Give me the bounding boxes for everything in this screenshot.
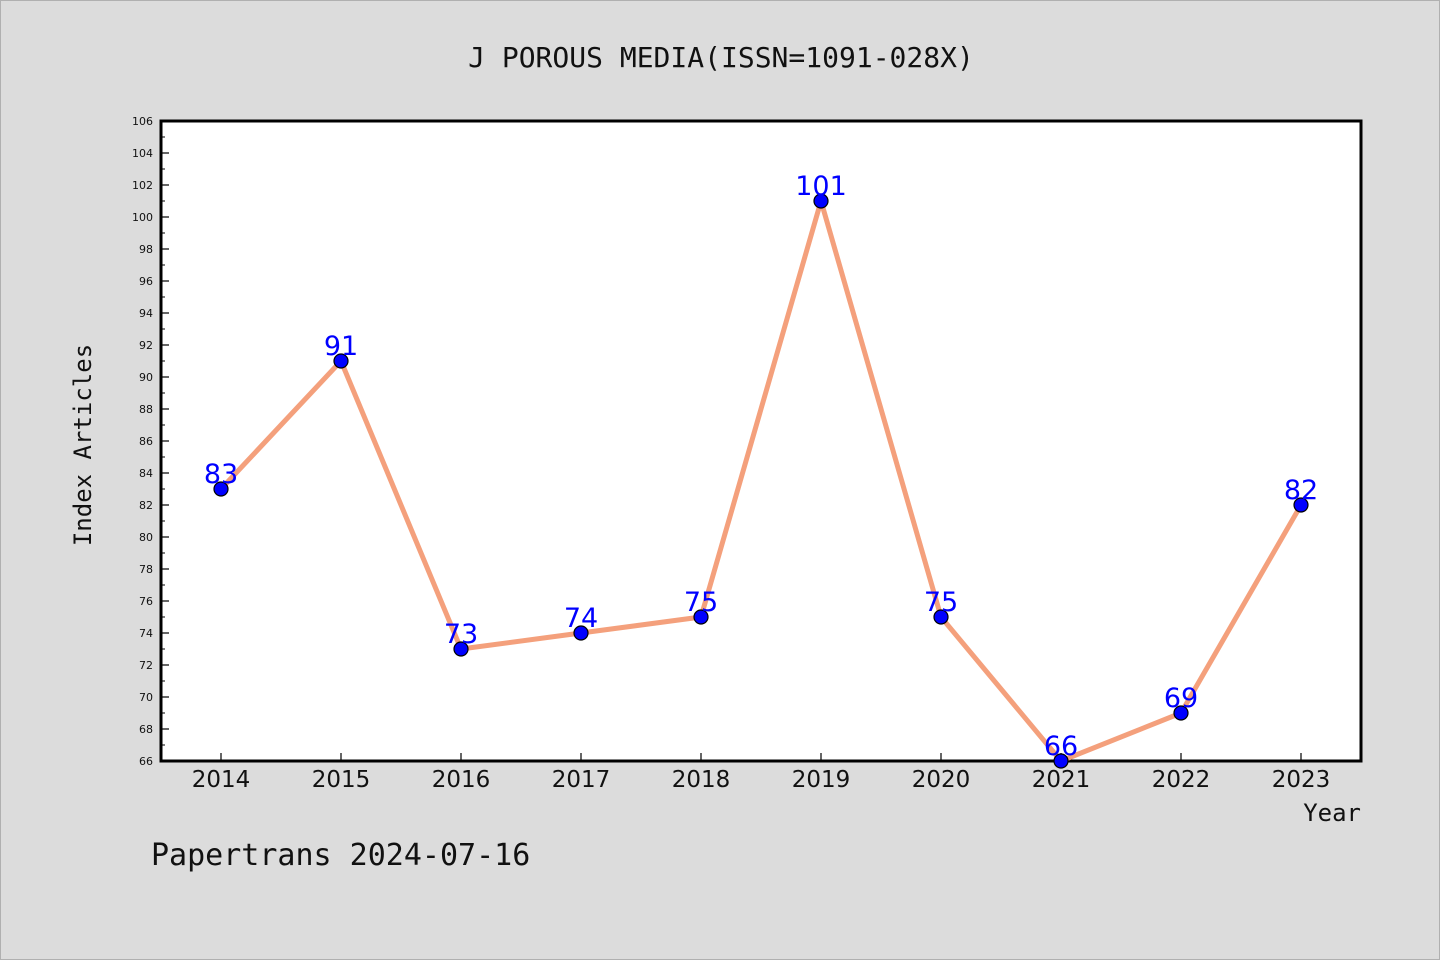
data-point [453,641,469,657]
y-tick-label: 100 [132,211,153,224]
data-label: 74 [564,603,598,634]
data-point [1293,497,1309,513]
x-tick-label: 2020 [912,767,971,793]
x-tick-label: 2018 [672,767,731,793]
data-point [573,625,589,641]
footer-text: Papertrans 2024-07-16 [151,838,530,873]
y-tick-label: 86 [139,435,153,448]
x-tick-label: 2019 [792,767,851,793]
series-line [218,198,1304,764]
y-tick-label: 96 [139,275,153,288]
data-label: 91 [324,331,358,362]
y-axis-label: Index Articles [69,344,97,546]
y-tick-label: 78 [139,563,153,576]
data-point [693,609,709,625]
y-tick-label: 66 [139,755,153,768]
data-point [933,609,949,625]
x-tick-label: 2014 [192,767,251,793]
x-tick-label: 2015 [312,767,371,793]
data-point [813,193,829,209]
data-label: 69 [1164,683,1198,714]
chart-title: J POROUS MEDIA(ISSN=1091-028X) [468,41,974,74]
plot-area [159,119,1363,763]
y-tick-label: 70 [139,691,153,704]
series-group [213,193,1309,769]
x-axis-label: Year [1303,799,1361,827]
y-tick-label: 76 [139,595,153,608]
y-tick-label: 72 [139,659,153,672]
y-tick-label: 102 [132,179,153,192]
x-tick-label: 2016 [432,767,491,793]
x-tick-label: 2023 [1272,767,1331,793]
y-tick-label: 104 [132,147,153,160]
data-label: 73 [444,619,478,650]
y-tick-label: 82 [139,499,153,512]
x-tick-label: 2017 [552,767,611,793]
x-tick-label: 2021 [1032,767,1091,793]
y-tick-label: 74 [139,627,153,640]
data-label: 75 [684,587,718,618]
y-tick-label: 106 [132,115,153,128]
y-axis: 66 68 70 72 74 76 78 80 82 84 86 88 90 92 94 96 98 100 102… [132,115,169,768]
data-point [333,353,349,369]
data-point [1173,705,1189,721]
y-tick-label: 90 [139,371,153,384]
data-point [1053,753,1069,769]
x-tick-label: 2022 [1152,767,1211,793]
y-tick-label: 68 [139,723,153,736]
y-tick-label: 94 [139,307,153,320]
data-label: 101 [795,171,847,202]
data-point [213,481,229,497]
data-labels-group: 83 91 73 74 75 101 75 66 69 82 [204,171,1318,762]
data-label: 66 [1044,731,1078,762]
data-label: 82 [1284,475,1318,506]
y-tick-label: 88 [139,403,153,416]
y-tick-label: 92 [139,339,153,352]
y-tick-label: 98 [139,243,153,256]
data-label: 83 [204,459,238,490]
y-tick-label: 84 [139,467,153,480]
x-axis: 2014 2015 2016 2017 2018 2019 2020 2021 2022 2023 [192,753,1331,793]
y-tick-label: 80 [139,531,153,544]
data-label: 75 [924,587,958,618]
